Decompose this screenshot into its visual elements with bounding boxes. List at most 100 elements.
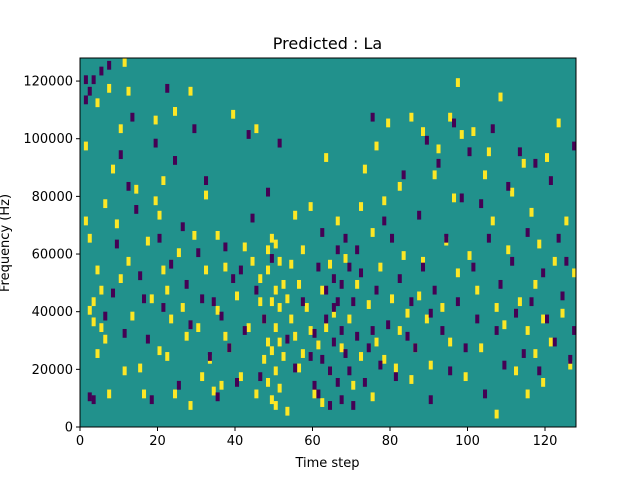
heatmap-cell-low [413, 343, 418, 353]
heatmap-cell-high [498, 92, 503, 102]
heatmap-cell-low [184, 279, 189, 289]
x-axis-label: Time step [294, 456, 359, 471]
heatmap-cell-high [188, 86, 193, 96]
heatmap-cell-low [254, 285, 259, 295]
heatmap-cell-high [517, 297, 522, 307]
heatmap-cell-high [130, 311, 135, 321]
heatmap-cell-low [374, 285, 379, 295]
heatmap-cell-high [328, 259, 333, 269]
heatmap-cell-low [227, 343, 232, 353]
heatmap-cell-high [374, 337, 379, 347]
heatmap-cell-low [386, 320, 391, 330]
heatmap-cell-high [343, 254, 348, 263]
heatmap-cell-low [390, 233, 395, 243]
heatmap-cell-high [366, 300, 371, 309]
heatmap-cell-low [134, 205, 139, 214]
heatmap-cell-high [235, 291, 240, 301]
heatmap-cell-high [95, 349, 100, 358]
heatmap-cell-high [223, 331, 228, 341]
heatmap-cell-high [99, 285, 104, 295]
heatmap-cell-high [281, 279, 286, 289]
heatmap-cell-low [339, 326, 344, 335]
heatmap-cell-high [432, 170, 437, 180]
heatmap-cell-low [324, 314, 329, 324]
heatmap-cell-high [455, 78, 460, 87]
heatmap-cell-low [165, 83, 170, 93]
heatmap-background [80, 58, 576, 427]
heatmap-cell-high [297, 279, 302, 289]
heatmap-cell-low [428, 308, 433, 318]
heatmap-cell-high [188, 401, 193, 410]
heatmap-cell-high [277, 337, 282, 347]
heatmap-cell-low [242, 326, 247, 335]
heatmap-cell-low [347, 262, 352, 272]
heatmap-cell-low [362, 377, 367, 387]
heatmap-cell-high [273, 366, 278, 376]
heatmap-cell-high [409, 112, 414, 122]
heatmap-cell-high [378, 262, 383, 272]
heatmap-cell-low [196, 248, 201, 258]
heatmap-cell-low [510, 256, 515, 266]
heatmap-cell-low [308, 352, 313, 361]
heatmap-cell-high [537, 239, 542, 249]
heatmap-cell-low [514, 308, 519, 318]
heatmap-cell-high [285, 406, 290, 416]
heatmap-cell-low [277, 138, 282, 148]
heatmap-cell-high [390, 294, 395, 304]
heatmap-cell-low [463, 343, 468, 353]
heatmap-cell-low [130, 112, 135, 122]
heatmap-cell-low [335, 377, 340, 387]
heatmap-cell-low [285, 334, 290, 344]
heatmap-cell-high [541, 377, 546, 387]
heatmap-cell-high [99, 323, 104, 333]
heatmap-cell-high [95, 265, 100, 275]
heatmap-cell-high [397, 181, 402, 191]
y-tick-label: 0 [65, 421, 73, 436]
heatmap-cell-low [343, 349, 348, 358]
x-tick-label: 20 [149, 434, 166, 449]
heatmap-cell-high [277, 303, 282, 312]
heatmap-cell-low [149, 395, 154, 405]
heatmap-cell-high [331, 308, 336, 318]
heatmap-cell-high [223, 262, 228, 272]
heatmap-cell-high [308, 202, 313, 211]
heatmap-cell-low [397, 274, 402, 284]
heatmap-cell-high [417, 291, 422, 301]
heatmap-cell-low [572, 326, 577, 335]
x-tick-label: 0 [76, 434, 84, 449]
chart-title: Predicted : La [273, 34, 382, 53]
heatmap-cell-low [118, 150, 123, 160]
heatmap-cell-high [262, 354, 267, 364]
heatmap-cell-low [486, 233, 491, 243]
heatmap-cell-low [351, 297, 356, 307]
heatmap-cell-high [153, 196, 158, 206]
heatmap-cell-low [192, 124, 197, 134]
heatmap-cell-high [126, 86, 131, 96]
heatmap-cell-high [153, 115, 158, 125]
heatmap-cell-low [506, 181, 511, 191]
heatmap-cell-low [568, 354, 573, 364]
heatmap-cell-high [490, 216, 495, 226]
heatmap-cell-high [463, 372, 468, 382]
heatmap-cell-high [118, 124, 123, 134]
heatmap-cell-low [409, 297, 414, 307]
heatmap-cell-low [560, 291, 565, 301]
heatmap-cell-low [432, 285, 437, 295]
heatmap-cell-low [180, 222, 185, 232]
heatmap-cell-high [351, 380, 356, 390]
heatmap-cell-low [316, 262, 321, 272]
heatmap-cell-low [293, 363, 298, 373]
heatmap-cell-high [176, 248, 181, 258]
heatmap-cell-high [269, 395, 274, 405]
heatmap-cell-high [572, 268, 577, 278]
heatmap-cell-low [405, 331, 410, 341]
heatmap-cell-low [378, 360, 383, 370]
heatmap-cell-high [370, 228, 375, 237]
heatmap-cell-high [242, 242, 247, 252]
heatmap-cell-low [490, 124, 495, 134]
heatmap-cell-low [366, 343, 371, 353]
heatmap-cell-low [219, 311, 224, 321]
y-tick-label: 60000 [32, 248, 73, 263]
x-tick-label: 120 [533, 434, 558, 449]
heatmap-cell-high [424, 314, 429, 324]
